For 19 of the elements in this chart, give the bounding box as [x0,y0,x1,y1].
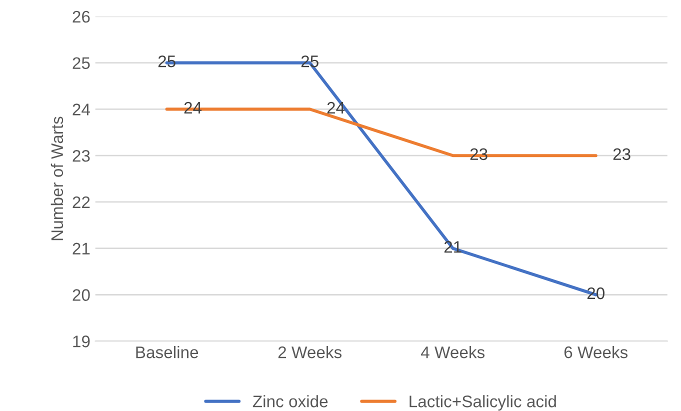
y-tick-label: 22 [72,196,90,208]
x-tick-label: 6 Weeks [564,346,628,358]
x-tick-label: Baseline [136,346,198,358]
y-tick-label: 20 [72,289,90,301]
data-label: 23 [613,148,630,160]
x-tick-label: 2 Weeks [278,346,342,358]
y-tick-label: 24 [72,104,90,116]
y-tick-label: 25 [72,57,90,70]
y-tick-label: 26 [72,10,90,23]
data-label: 24 [327,102,345,114]
x-tick-label: 4 Weeks [420,346,485,358]
y-axis-title: Number of Warts [50,116,64,240]
y-tick-label: 23 [72,150,90,162]
y-tick-label: 21 [72,242,90,254]
y-tick-label: 19 [73,336,90,348]
legend-label: Zinc oxide [252,395,328,408]
legend-label: Lactic+Salicylic acid [410,395,556,411]
data-label: 23 [470,148,488,160]
data-label: 25 [158,55,176,68]
